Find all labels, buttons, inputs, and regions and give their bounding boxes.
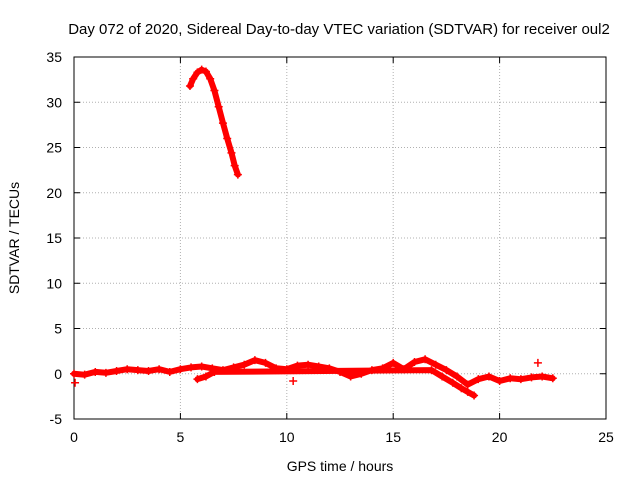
data-point (438, 372, 447, 381)
data-point (495, 376, 504, 385)
y-tick-label: 25 (46, 140, 62, 156)
x-tick-label: 10 (279, 429, 295, 445)
y-tick-label: 15 (46, 230, 62, 246)
data-point (206, 74, 215, 83)
data-point (230, 161, 239, 170)
data-point (223, 134, 232, 143)
data-point (227, 148, 236, 157)
data-point (448, 378, 457, 387)
x-axis-label: GPS time / hours (287, 458, 394, 474)
data-point (484, 372, 493, 381)
data-point (233, 170, 242, 179)
data-point (197, 65, 206, 74)
data-point (201, 372, 210, 381)
data-point (193, 375, 202, 384)
data-points (70, 65, 557, 400)
data-point (474, 375, 483, 384)
y-axis-label: SDTVAR / TECUs (6, 182, 22, 294)
data-point (527, 373, 536, 382)
x-tick-label: 0 (70, 429, 78, 445)
x-tick-label: 20 (492, 429, 508, 445)
data-point (214, 102, 223, 111)
plot-frame (73, 56, 607, 420)
y-tick-label: 5 (54, 321, 62, 337)
y-tick-label: 0 (54, 366, 62, 382)
data-point (250, 356, 259, 365)
data-point (538, 372, 547, 381)
chart-title: Day 072 of 2020, Sidereal Day-to-day VTE… (68, 21, 610, 38)
data-point (470, 391, 479, 400)
data-point (201, 67, 210, 76)
data-point (453, 372, 462, 381)
data-point (548, 374, 557, 383)
data-point (165, 367, 174, 376)
data-point (133, 366, 142, 375)
data-point (101, 368, 110, 377)
series-trace (187, 66, 241, 178)
data-point (457, 384, 466, 393)
data-point (431, 360, 440, 369)
data-point (421, 355, 430, 364)
data-point (261, 358, 270, 367)
data-point (112, 367, 121, 376)
data-point (91, 367, 100, 376)
data-point (193, 68, 202, 77)
y-tick-label: 30 (46, 94, 62, 110)
data-point (463, 387, 472, 396)
data-point (240, 360, 249, 369)
data-point (427, 366, 436, 375)
data-point (123, 365, 132, 374)
data-point (210, 86, 219, 95)
data-point (185, 81, 194, 90)
data-point (506, 374, 515, 383)
x-tick-label: 25 (598, 429, 614, 445)
data-point (144, 367, 153, 376)
data-point (346, 372, 355, 381)
data-point (442, 366, 451, 375)
x-tick-label: 15 (385, 429, 401, 445)
data-point (189, 74, 198, 83)
data-point (304, 360, 313, 369)
data-point (80, 370, 89, 379)
axis-ticks: 0 5 10 15 20 25 -5 0 5 10 15 20 25 30 35 (46, 49, 614, 445)
data-point (516, 375, 525, 384)
y-tick-label: 20 (46, 185, 62, 201)
x-tick-label: 5 (177, 429, 185, 445)
y-tick-label: -5 (50, 411, 63, 427)
data-point (176, 365, 185, 374)
y-tick-label: 10 (46, 275, 62, 291)
data-point (289, 376, 298, 385)
data-point (71, 378, 80, 387)
data-point (410, 357, 419, 366)
data-point (389, 358, 398, 367)
data-point (70, 369, 78, 378)
data-point (463, 380, 472, 389)
data-point (197, 362, 206, 371)
data-point (187, 363, 196, 372)
y-tick-label: 35 (46, 49, 62, 65)
data-point (218, 119, 227, 128)
data-point (533, 358, 542, 367)
series-trace (71, 356, 556, 388)
data-point (155, 365, 164, 374)
grid-lines (74, 57, 606, 419)
data-point (210, 367, 219, 376)
